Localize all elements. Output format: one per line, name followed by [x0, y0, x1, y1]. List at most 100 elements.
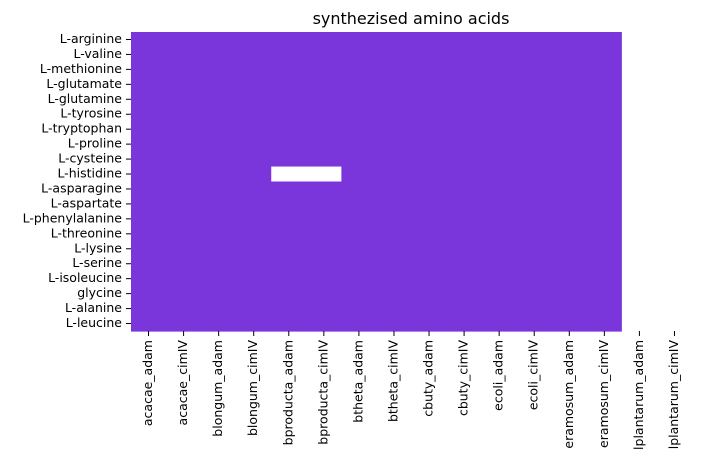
- heatmap-cell: [166, 121, 202, 138]
- x-tick-label: lplantarum_adam: [631, 340, 646, 450]
- heatmap-cell: [376, 136, 413, 153]
- heatmap-cell: [481, 61, 518, 78]
- heatmap-cell: [271, 61, 307, 78]
- y-tick-label: L-histidine: [57, 166, 122, 181]
- heatmap-cell: [236, 241, 272, 257]
- heatmap-cell: [131, 106, 167, 123]
- heatmap-cell: [306, 301, 342, 317]
- heatmap-cell: [131, 61, 167, 78]
- heatmap-cell: [201, 196, 237, 212]
- heatmap-cell: [551, 301, 588, 317]
- heatmap-cell: [306, 61, 342, 78]
- heatmap-cell: [586, 211, 623, 227]
- heatmap-cell: [551, 136, 588, 153]
- heatmap-cell: [516, 241, 553, 257]
- heatmap-cell: [166, 256, 202, 272]
- x-tick-label: cbuty_cimIV: [456, 340, 471, 416]
- heatmap-cell: [341, 256, 378, 272]
- heatmap-cell: [551, 196, 588, 212]
- heatmap-cell: [236, 271, 272, 287]
- heatmap-cell: [376, 76, 413, 93]
- heatmap-cell: [411, 316, 448, 332]
- heatmap-cell: [516, 136, 553, 153]
- heatmap-cell: [201, 301, 237, 317]
- heatmap-cell: [376, 106, 413, 123]
- heatmap-cell: [341, 151, 378, 168]
- heatmap-cell: [271, 46, 307, 63]
- heatmap-cell: [411, 121, 448, 138]
- heatmap-cell: [341, 196, 378, 212]
- heatmap-cell: [621, 316, 658, 332]
- x-tick-label: ecoli_adam: [491, 340, 506, 411]
- heatmap-cell: [446, 226, 483, 242]
- heatmap-cell: [131, 166, 167, 183]
- heatmap-cell: [586, 196, 623, 212]
- heatmap-cell: [656, 151, 693, 168]
- heatmap-cell: [621, 136, 658, 153]
- heatmap-cell: [166, 166, 202, 183]
- y-tick-label: L-valine: [73, 46, 122, 61]
- heatmap-cell: [621, 76, 658, 93]
- heatmap-cell: [376, 226, 413, 242]
- heatmap-cell: [481, 166, 518, 183]
- heatmap-cell: [131, 316, 167, 332]
- heatmap-cell: [411, 166, 448, 183]
- heatmap-cell: [131, 46, 167, 63]
- heatmap-cell: [621, 106, 658, 123]
- heatmap-cell: [236, 32, 272, 48]
- heatmap-cell: [131, 196, 167, 212]
- heatmap-cell: [481, 196, 518, 212]
- heatmap-cell: [481, 256, 518, 272]
- x-tick-label: acacae_adam: [140, 340, 155, 426]
- y-tick-label: L-glutamate: [46, 76, 122, 91]
- heatmap-cell: [271, 211, 307, 227]
- heatmap-cell: [166, 241, 202, 257]
- heatmap-cell: [341, 46, 378, 63]
- heatmap-cell: [551, 226, 588, 242]
- y-tick-label: L-alanine: [65, 300, 122, 315]
- heatmap-cell: [446, 166, 483, 183]
- heatmap-cell: [306, 151, 342, 168]
- heatmap-cell: [201, 32, 237, 48]
- heatmap-cell: [376, 121, 413, 138]
- heatmap-cell: [586, 136, 623, 153]
- heatmap-cell: [411, 76, 448, 93]
- heatmap-cell: [656, 196, 693, 212]
- heatmap-cell: [306, 76, 342, 93]
- heatmap-cell: [446, 211, 483, 227]
- heatmap-cell: [236, 286, 272, 302]
- heatmap-cell: [411, 46, 448, 63]
- heatmap-cell: [341, 106, 378, 123]
- heatmap-cell: [411, 241, 448, 257]
- heatmap-cell: [411, 196, 448, 212]
- heatmap-cell: [586, 256, 623, 272]
- heatmap-cell: [271, 301, 307, 317]
- heatmap-cell: [411, 226, 448, 242]
- heatmap-cell: [551, 256, 588, 272]
- heatmap-cell: [271, 136, 307, 153]
- heatmap-cell: [446, 91, 483, 108]
- y-tick-label: L-serine: [72, 255, 122, 270]
- heatmap-cell: [376, 91, 413, 108]
- heatmap-cell: [411, 286, 448, 302]
- heatmap-cell: [411, 181, 448, 198]
- heatmap-cell: [131, 211, 167, 227]
- heatmap-cell: [656, 316, 693, 332]
- heatmap-cell: [411, 106, 448, 123]
- heatmap-cell: [586, 316, 623, 332]
- x-tick-label: blongum_cimIV: [245, 340, 260, 436]
- heatmap-cell: [551, 76, 588, 93]
- heatmap-cell: [166, 301, 202, 317]
- heatmap-cell: [446, 241, 483, 257]
- x-tick-label: btheta_adam: [350, 340, 365, 423]
- heatmap-cell: [376, 151, 413, 168]
- heatmap-cell: [271, 91, 307, 108]
- heatmap-cell: [551, 211, 588, 227]
- heatmap-cell: [446, 106, 483, 123]
- heatmap-cell: [341, 286, 378, 302]
- heatmap-cell: [166, 106, 202, 123]
- x-tick-label: cbuty_adam: [421, 340, 436, 417]
- heatmap-cell: [306, 256, 342, 272]
- heatmap-cell: [551, 241, 588, 257]
